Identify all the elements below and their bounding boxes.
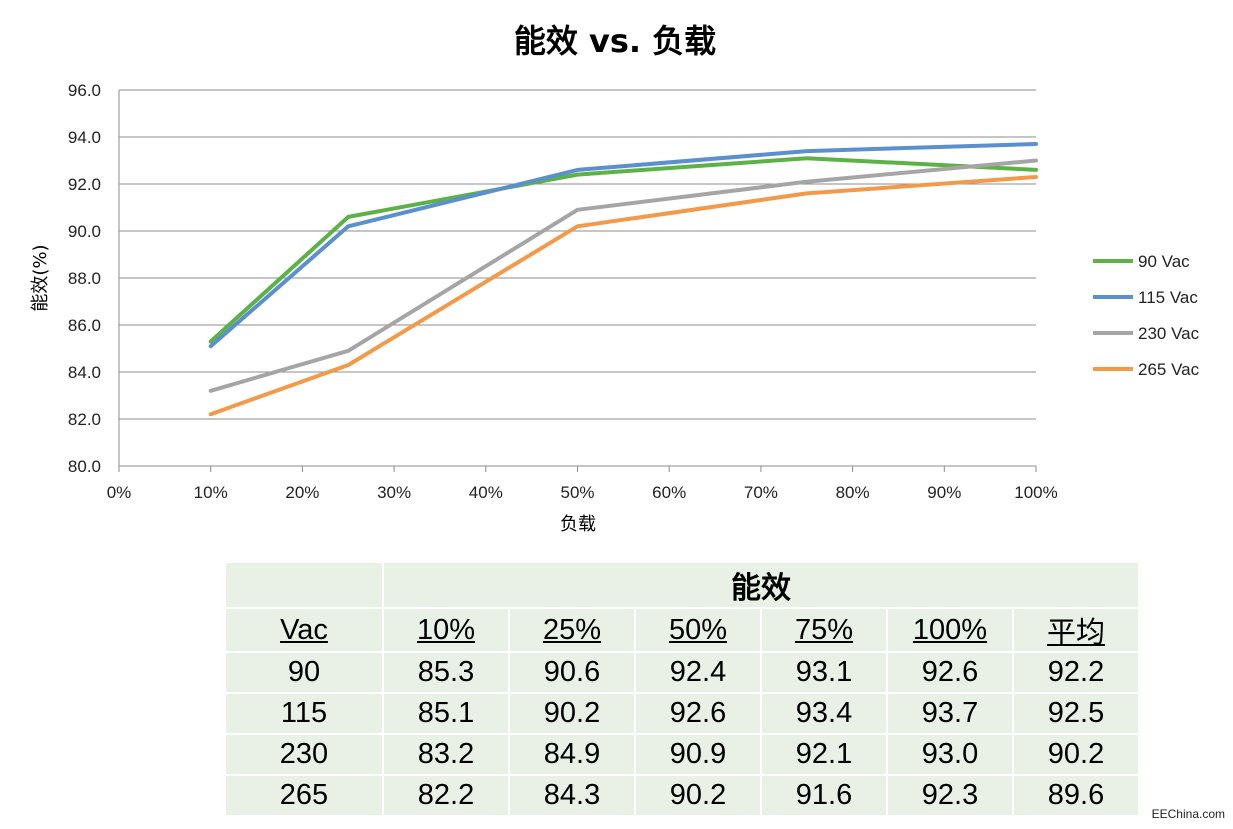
table-cell: 84.9 [510,735,634,774]
y-tick-label: 92.0 [68,175,101,194]
x-tick-label: 50% [560,483,594,502]
table-cell: 82.2 [384,776,508,815]
table-cell: 90.6 [510,653,634,692]
x-tick-label: 100% [1014,483,1057,502]
table-group-header-row: 能效 [226,563,1138,607]
y-tick-label: 90.0 [68,222,101,241]
table-cell: 83.2 [384,735,508,774]
table-header-cell: 100% [888,609,1012,651]
table-cell: 93.0 [888,735,1012,774]
table-cell: 92.4 [636,653,760,692]
grid-lines [119,89,1036,420]
x-tick-label: 70% [744,483,778,502]
x-tick-labels: 0% 10% 20% 30% 40% 50% 60% 70% 80% 90% 100% [107,483,1058,502]
series-line-265-vac [208,175,1038,417]
table-header-cell: Vac [226,609,382,651]
y-tick-label: 94.0 [68,128,101,147]
table-cell: 90.2 [1014,735,1138,774]
table-cell: 92.5 [1014,694,1138,733]
y-tick-label: 88.0 [68,269,101,288]
legend-label: 265 Vac [1138,360,1200,379]
table-cell: 85.1 [384,694,508,733]
table-cell: 90.2 [636,776,760,815]
legend-label: 90 Vac [1138,252,1190,271]
table-cell: 90 [226,653,382,692]
table-cell: 92.2 [1014,653,1138,692]
y-axis-title: 能效(%) [30,244,51,311]
y-tick-label: 82.0 [68,410,101,429]
table-row: 90 85.3 90.6 92.4 93.1 92.6 92.2 [226,653,1138,692]
x-tick-label: 90% [927,483,961,502]
efficiency-table: 能效 Vac 10% 25% 50% 75% 100% 平均 90 85.3 9… [224,561,1140,817]
y-tick-label: 86.0 [68,316,101,335]
series-line-230-vac [208,158,1038,393]
table-header-cell: 25% [510,609,634,651]
table-cell: 93.4 [762,694,886,733]
table-header-cell: 50% [636,609,760,651]
table-cell: 93.1 [762,653,886,692]
x-tick-label: 0% [107,483,132,502]
table-cell: 92.6 [888,653,1012,692]
table-cell: 89.6 [1014,776,1138,815]
table-header-row: Vac 10% 25% 50% 75% 100% 平均 [226,609,1138,651]
table-cell: 230 [226,735,382,774]
legend-label: 115 Vac [1138,288,1198,307]
chart-title: 能效 vs. 负载 [514,22,716,60]
table-group-header: 能效 [384,563,1138,607]
table-cell: 265 [226,776,382,815]
y-tick-label: 96.0 [68,81,101,100]
table-header-cell: 10% [384,609,508,651]
x-tick-label: 30% [377,483,411,502]
x-tick-label: 80% [836,483,870,502]
table-cell: 91.6 [762,776,886,815]
series-lines [208,142,1038,417]
legend-label: 230 Vac [1138,324,1200,343]
table-cell: 92.6 [636,694,760,733]
y-tick-label: 80.0 [68,457,101,476]
axes [118,90,1037,472]
table-cell: 115 [226,694,382,733]
legend: 90 Vac 115 Vac 230 Vac 265 Vac [1093,252,1200,379]
table-cell: 90.2 [510,694,634,733]
x-tick-label: 60% [652,483,686,502]
table-cell: 92.1 [762,735,886,774]
y-tick-labels: 80.0 82.0 84.0 86.0 88.0 90.0 92.0 94.0 96.0 [68,81,101,476]
table-row: 265 82.2 84.3 90.2 91.6 92.3 89.6 [226,776,1138,815]
table-cell: 84.3 [510,776,634,815]
y-tick-label: 84.0 [68,363,101,382]
efficiency-chart: 能效 vs. 负载 80.0 82.0 84.0 86.0 88.0 90.0 92.0 94… [30,22,1200,535]
table-row: 230 83.2 84.9 90.9 92.1 93.0 90.2 [226,735,1138,774]
x-axis-title: 负载 [560,514,596,535]
watermark-text: EEChina.com [1151,807,1225,821]
table-cell: 85.3 [384,653,508,692]
table-header-cell: 平均 [1014,609,1138,651]
table-row: 115 85.1 90.2 92.6 93.4 93.7 92.5 [226,694,1138,733]
series-line-90-vac [208,156,1038,344]
table-cell: 90.9 [636,735,760,774]
table-header-cell: 75% [762,609,886,651]
table-corner-cell [226,563,382,607]
x-tick-label: 40% [469,483,503,502]
table-cell: 92.3 [888,776,1012,815]
x-tick-label: 10% [194,483,228,502]
table-cell: 93.7 [888,694,1012,733]
x-tick-label: 20% [285,483,319,502]
series-line-115-vac [208,142,1038,349]
